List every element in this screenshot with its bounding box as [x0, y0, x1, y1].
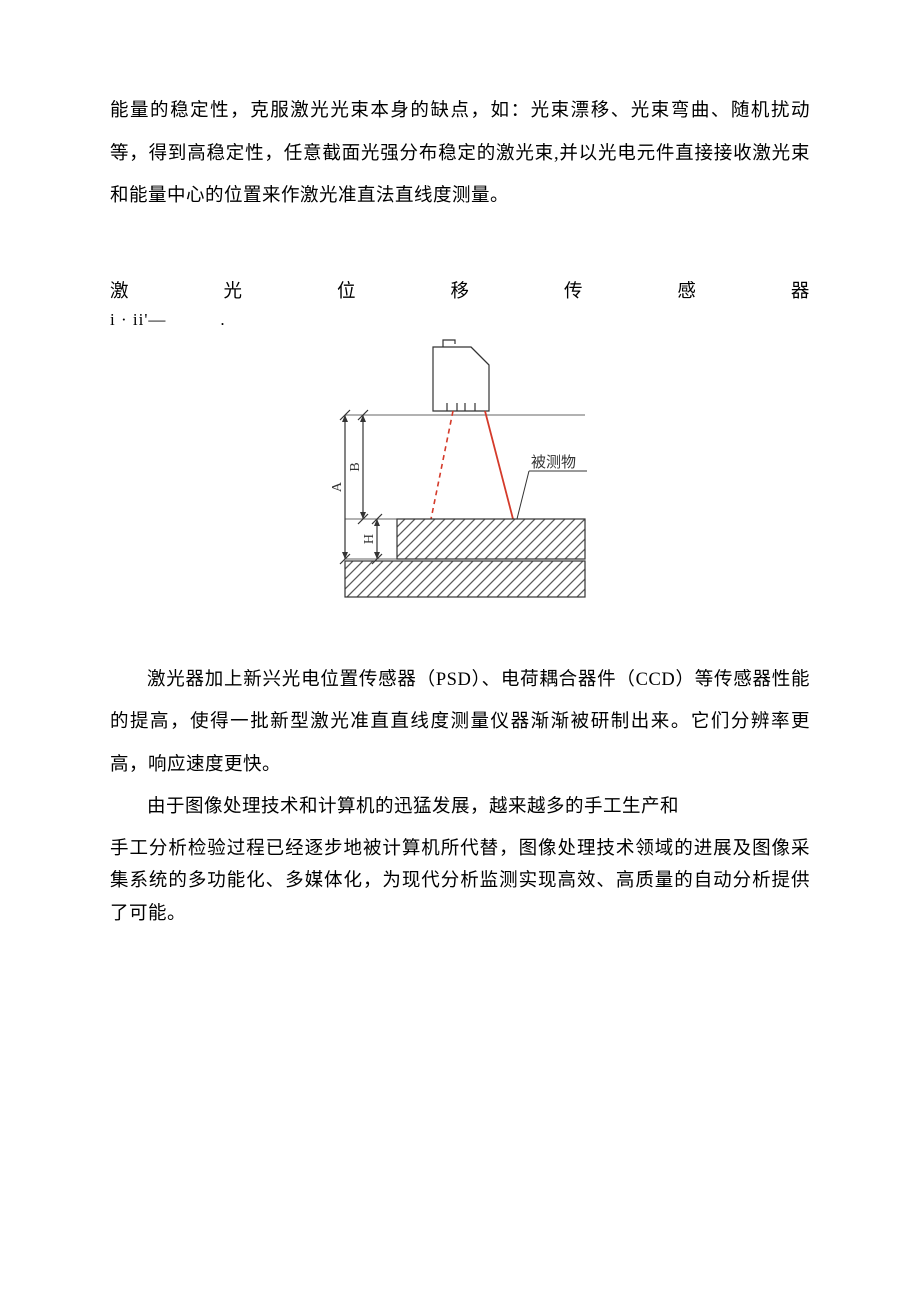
- section-title-row: 激 光 位 移 传 感 器: [110, 278, 810, 308]
- figure-wrap: A B H 被测物: [110, 339, 810, 599]
- title-char: 感: [677, 278, 696, 308]
- svg-text:B: B: [348, 462, 363, 471]
- title-char: 器: [791, 278, 810, 308]
- paragraph-2b: 由于图像处理技术和计算机的迅猛发展，越来越多的手工生产和: [110, 786, 679, 829]
- laser-sensor-diagram: A B H 被测物: [315, 339, 605, 599]
- title-char: 传: [564, 278, 583, 308]
- svg-text:A: A: [330, 481, 345, 492]
- paragraph-2: 激光器加上新兴光电位置传感器（PSD）、电荷耦合器件（CCD）等传感器性能的提高…: [110, 659, 810, 829]
- paragraph-1: 能量的稳定性，克服激光光束本身的缺点，如：光束漂移、光束弯曲、随机扰动等，得到高…: [110, 90, 810, 218]
- paragraph-2a: 激光器加上新兴光电位置传感器（PSD）、电荷耦合器件（CCD）等传感器性能的提高…: [110, 659, 810, 787]
- svg-text:H: H: [362, 534, 377, 544]
- title-char: 位: [337, 278, 356, 308]
- svg-text:被测物: 被测物: [531, 454, 576, 471]
- title-char: 激: [110, 278, 129, 308]
- title-char: 移: [450, 278, 469, 308]
- title-char: 光: [223, 278, 242, 308]
- reference-line: i · ii'— .: [110, 307, 810, 333]
- paragraph-3: 手工分析检验过程已经逐步地被计算机所代替，图像处理技术领域的进展及图像采集系统的…: [110, 833, 810, 930]
